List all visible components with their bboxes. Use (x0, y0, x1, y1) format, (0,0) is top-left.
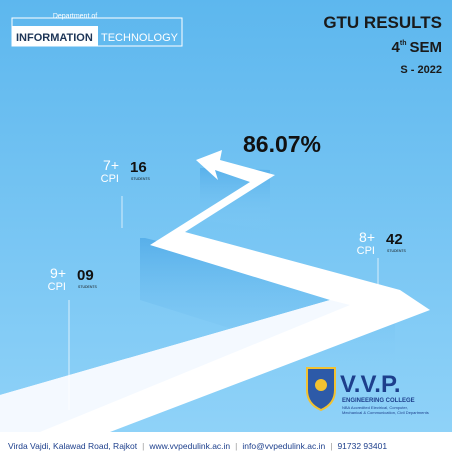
dept-line: Department of (53, 13, 97, 20)
cpi-unit: CPI (101, 173, 119, 185)
pass-percentage: 86.07% (243, 131, 321, 157)
student-count: 16 (130, 159, 147, 176)
count-caption: STUDENTS (131, 177, 151, 181)
cpi-unit: CPI (357, 245, 375, 257)
cpi-level: 8+ (359, 229, 375, 245)
college-logo (307, 368, 335, 410)
college-name: V.V.P. (340, 371, 401, 398)
semester-suffix: th (400, 40, 407, 47)
cpi-unit: CPI (48, 281, 66, 293)
count-caption: STUDENTS (78, 285, 98, 289)
footer: Virda Vajdi, Kalawad Road, Rajkot | www.vv… (8, 441, 387, 451)
crest-emblem (315, 379, 327, 391)
dept-word: INFORMATION (16, 32, 93, 44)
cpi-level: 9+ (50, 265, 66, 281)
poster: Department of INFORMATION TECHNOLOGY GTU… (0, 0, 452, 459)
semester-word: SEM (409, 39, 442, 56)
footer-address: Virda Vajdi, Kalawad Road, Rajkot (8, 441, 138, 451)
count-caption: STUDENTS (387, 249, 407, 253)
footer-website: www.vvpedulink.ac.in (148, 441, 230, 451)
dept-word: TECHNOLOGY (101, 32, 179, 44)
student-count: 09 (77, 267, 94, 284)
title: GTU RESULTS (323, 13, 442, 32)
cpi-level: 7+ (103, 157, 119, 173)
student-count: 42 (386, 231, 403, 248)
footer-phone: 91732 93401 (337, 441, 387, 451)
accreditation: Mechanical & Communication, Civil Depart… (342, 410, 429, 415)
page: {"header": {"department_line": "Departme… (0, 0, 452, 459)
footer-email: info@vvpedulink.ac.in (242, 441, 325, 451)
separator: | (235, 441, 237, 451)
separator: | (142, 441, 144, 451)
separator: | (330, 441, 332, 451)
session: S - 2022 (400, 64, 442, 76)
college-subtitle: ENGINEERING COLLEGE (342, 398, 415, 404)
